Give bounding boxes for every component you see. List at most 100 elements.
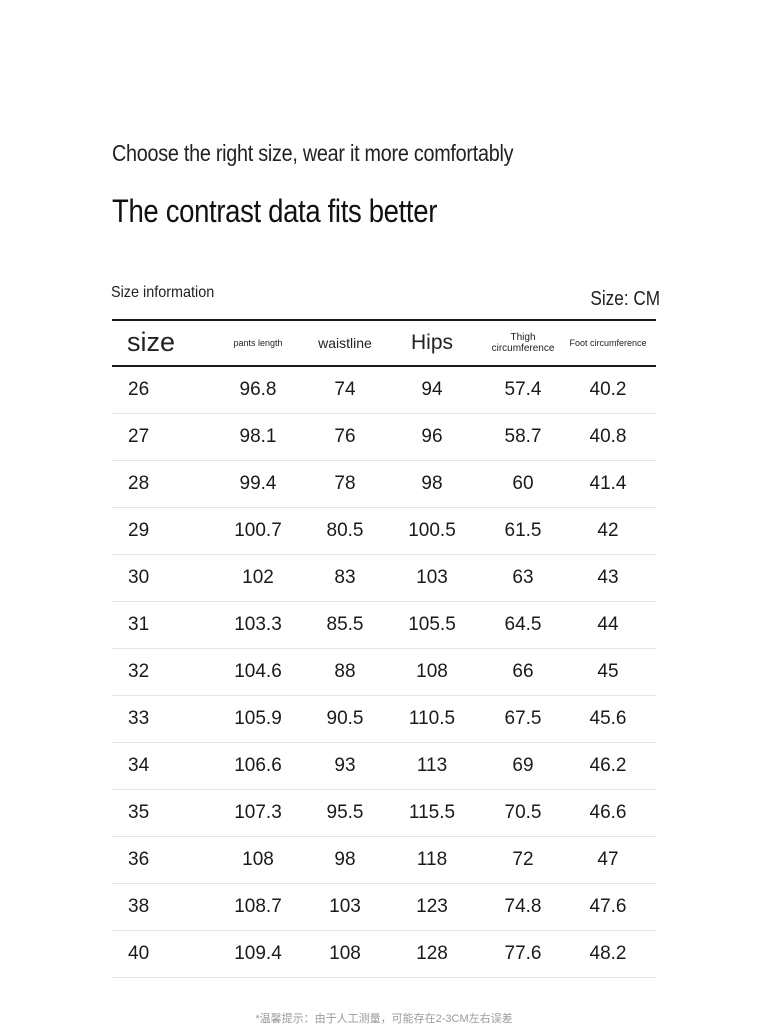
size-chart-table: size pants length waistline Hips Thigh c… <box>112 319 656 978</box>
cell-pants-length: 99.4 <box>239 472 277 494</box>
cell-waistline: 103 <box>329 895 361 917</box>
cell-thigh: 67.5 <box>504 707 542 729</box>
cell-waistline: 88 <box>334 660 356 682</box>
cell-foot: 45 <box>597 660 619 682</box>
header-hips: Hips <box>410 330 453 354</box>
cell-hips: 118 <box>416 848 448 870</box>
cell-size: 33 <box>128 707 150 729</box>
cell-hips: 98 <box>421 472 443 494</box>
cell-hips: 108 <box>416 660 448 682</box>
tagline: Choose the right size, wear it more comf… <box>112 140 514 166</box>
cell-pants-length: 96.8 <box>239 378 277 400</box>
cell-foot: 46.6 <box>589 801 627 823</box>
cell-waistline: 74 <box>334 378 356 400</box>
table-row: 30 102 83 103 63 43 <box>112 554 656 601</box>
cell-foot: 46.2 <box>589 754 627 776</box>
table-header-row: size pants length waistline Hips Thigh c… <box>112 320 656 366</box>
table-row: 34 106.6 93 113 69 46.2 <box>112 742 656 789</box>
cell-pants-length: 106.6 <box>234 754 282 776</box>
table-row: 32 104.6 88 108 66 45 <box>112 648 656 695</box>
cell-waistline: 95.5 <box>326 801 364 823</box>
cell-hips: 113 <box>416 754 448 776</box>
cell-thigh: 64.5 <box>504 613 542 635</box>
table-row: 29 100.7 80.5 100.5 61.5 42 <box>112 507 656 554</box>
cell-foot: 43 <box>597 566 619 588</box>
header-foot-circumference: Foot circumference <box>569 337 647 348</box>
cell-pants-length: 107.3 <box>234 801 282 823</box>
header-pants-length: pants length <box>233 337 283 348</box>
cell-waistline: 80.5 <box>326 519 364 541</box>
cell-size: 32 <box>128 660 150 682</box>
cell-waistline: 108 <box>329 942 361 964</box>
cell-thigh: 72 <box>512 848 534 870</box>
table-row: 40 109.4 108 128 77.6 48.2 <box>112 930 656 977</box>
cell-pants-length: 108.7 <box>234 895 282 917</box>
cell-foot: 41.4 <box>589 472 627 494</box>
cell-pants-length: 105.9 <box>234 707 282 729</box>
cell-hips: 100.5 <box>408 519 456 541</box>
table-row: 33 105.9 90.5 110.5 67.5 45.6 <box>112 695 656 742</box>
header-thigh-circumference: Thigh circumference <box>491 331 555 355</box>
cell-thigh: 61.5 <box>504 519 542 541</box>
cell-pants-length: 103.3 <box>234 613 282 635</box>
cell-waistline: 98 <box>334 848 356 870</box>
cell-thigh: 77.6 <box>504 942 542 964</box>
table-row: 31 103.3 85.5 105.5 64.5 44 <box>112 601 656 648</box>
cell-size: 27 <box>128 425 150 447</box>
cell-foot: 40.8 <box>589 425 627 447</box>
cell-pants-length: 109.4 <box>234 942 282 964</box>
table-row: 28 99.4 78 98 60 41.4 <box>112 460 656 507</box>
cell-thigh: 57.4 <box>504 378 542 400</box>
cell-waistline: 90.5 <box>326 707 364 729</box>
table-row: 38 108.7 103 123 74.8 47.6 <box>112 883 656 930</box>
header-waistline: waistline <box>318 334 372 351</box>
cell-foot: 42 <box>597 519 619 541</box>
cell-size: 34 <box>128 754 150 776</box>
cell-waistline: 78 <box>334 472 356 494</box>
cell-waistline: 93 <box>334 754 356 776</box>
cell-thigh: 69 <box>512 754 534 776</box>
cell-hips: 103 <box>416 566 448 588</box>
cell-size: 38 <box>128 895 150 917</box>
cell-size: 35 <box>128 801 150 823</box>
cell-waistline: 76 <box>334 425 356 447</box>
cell-hips: 105.5 <box>408 613 456 635</box>
cell-foot: 40.2 <box>589 378 627 400</box>
cell-hips: 123 <box>416 895 448 917</box>
cell-thigh: 70.5 <box>504 801 542 823</box>
cell-waistline: 85.5 <box>326 613 364 635</box>
cell-size: 26 <box>128 378 150 400</box>
cell-foot: 47 <box>597 848 619 870</box>
cell-thigh: 74.8 <box>504 895 542 917</box>
cell-size: 36 <box>128 848 150 870</box>
header-size: size <box>127 327 176 358</box>
cell-pants-length: 98.1 <box>239 425 277 447</box>
cell-pants-length: 108 <box>242 848 274 870</box>
cell-size: 31 <box>128 613 150 635</box>
cell-thigh: 58.7 <box>504 425 542 447</box>
table-row: 26 96.8 74 94 57.4 40.2 <box>112 366 656 413</box>
table-body: 26 96.8 74 94 57.4 40.2 27 98.1 76 96 58.7 40.8 28 99… <box>112 366 656 977</box>
cell-thigh: 66 <box>512 660 534 682</box>
cell-size: 29 <box>128 519 150 541</box>
cell-foot: 47.6 <box>589 895 627 917</box>
cell-foot: 45.6 <box>589 707 627 729</box>
table-row: 36 108 98 118 72 47 <box>112 836 656 883</box>
cell-foot: 44 <box>597 613 619 635</box>
cell-thigh: 63 <box>512 566 534 588</box>
cell-hips: 110.5 <box>408 707 456 729</box>
cell-thigh: 60 <box>512 472 534 494</box>
headline: The contrast data fits better <box>112 193 438 229</box>
cell-hips: 96 <box>421 425 443 447</box>
cell-foot: 48.2 <box>589 942 627 964</box>
cell-size: 28 <box>128 472 150 494</box>
measurement-footnote: *温馨提示：由于人工测量，可能存在2-3CM左右误差 <box>255 1013 513 1025</box>
cell-hips: 115.5 <box>408 801 456 823</box>
cell-waistline: 83 <box>334 566 356 588</box>
cell-hips: 94 <box>421 378 443 400</box>
unit-label: Size: CM <box>590 288 660 310</box>
table-row: 35 107.3 95.5 115.5 70.5 46.6 <box>112 789 656 836</box>
cell-pants-length: 104.6 <box>234 660 282 682</box>
table-row: 27 98.1 76 96 58.7 40.8 <box>112 413 656 460</box>
section-title: Size information <box>111 284 215 301</box>
